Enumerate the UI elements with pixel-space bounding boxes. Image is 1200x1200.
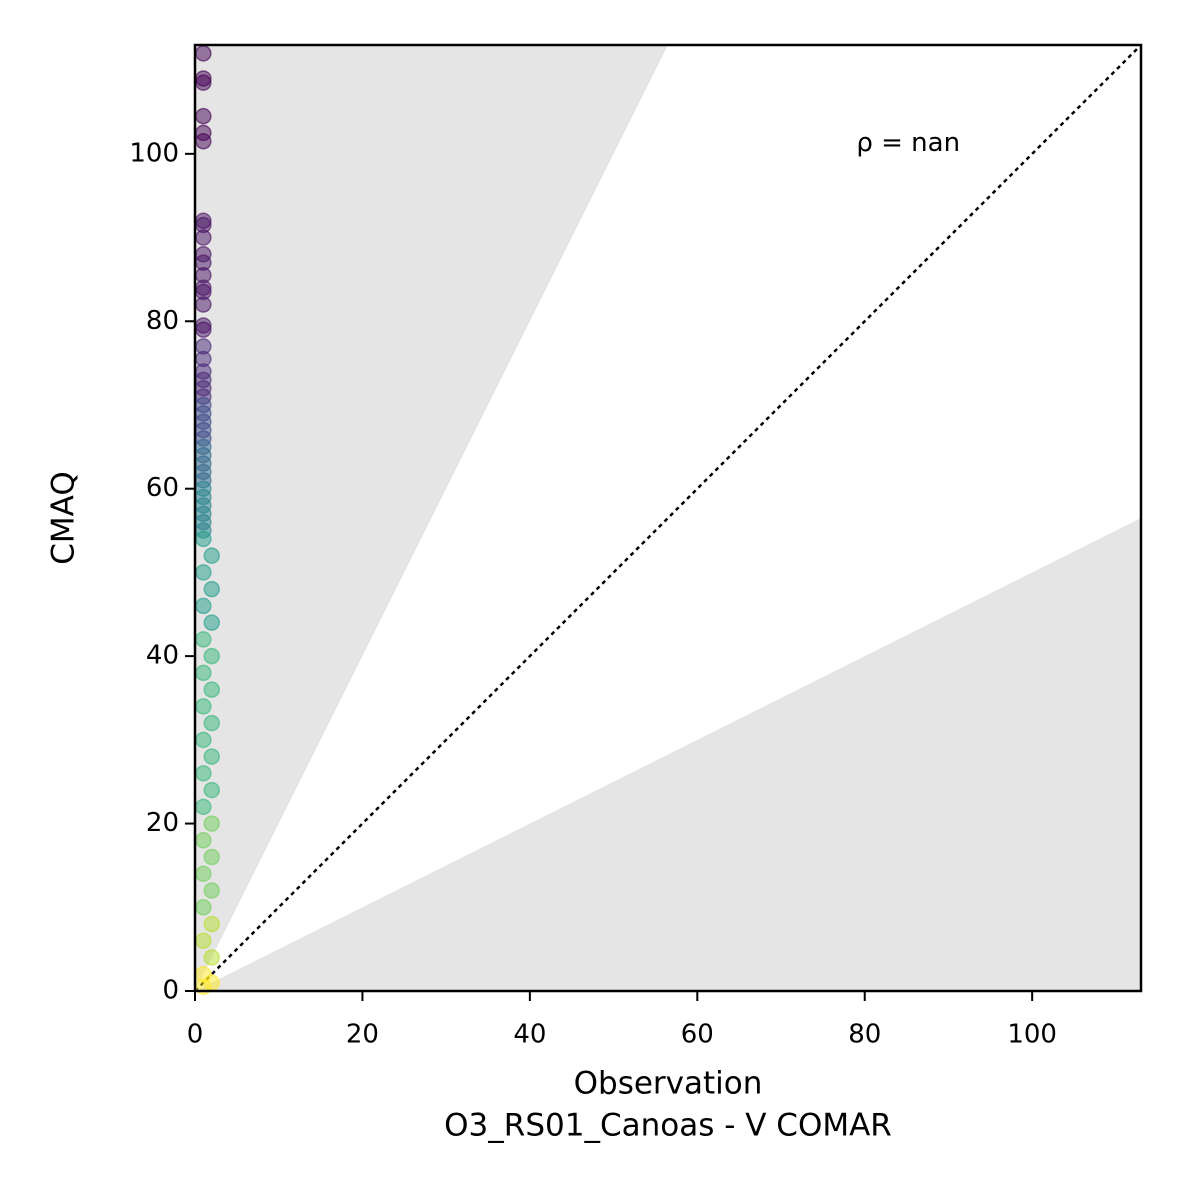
x-tick-label: 80 — [848, 1020, 881, 1050]
point — [195, 899, 212, 916]
point — [203, 681, 220, 698]
y-tick-label: 80 — [146, 306, 179, 336]
point — [195, 932, 212, 950]
y-tick-label: 20 — [146, 808, 179, 838]
point — [195, 45, 212, 62]
x-tick-label: 0 — [187, 1020, 204, 1050]
annotation: ρ = nan — [856, 128, 960, 158]
x-tick-label: 60 — [681, 1020, 714, 1050]
y-tick-label: 40 — [146, 641, 179, 671]
point — [195, 321, 212, 338]
x-tick-label: 100 — [1007, 1020, 1057, 1050]
y-tick-label: 60 — [146, 473, 179, 503]
point — [195, 631, 212, 648]
point — [195, 296, 212, 313]
point — [195, 865, 212, 883]
shade-upper — [195, 45, 668, 991]
x-axis-label: O3_RS01_Canoas - V COMAR — [444, 1108, 892, 1144]
point — [195, 564, 212, 581]
x-tick-label: 40 — [513, 1020, 546, 1050]
point — [195, 597, 212, 615]
x-tick-label: 20 — [346, 1020, 379, 1050]
point — [203, 547, 220, 564]
point — [195, 765, 212, 782]
point — [195, 798, 212, 816]
point — [203, 882, 220, 899]
point — [195, 698, 212, 715]
y-axis-label: CMAQ — [46, 471, 82, 564]
point — [203, 614, 220, 631]
point — [203, 580, 220, 598]
point — [195, 832, 212, 849]
point — [195, 74, 212, 91]
point — [195, 107, 212, 125]
shade-lower — [195, 518, 1141, 991]
y-tick-label: 0 — [162, 976, 179, 1006]
point — [203, 815, 220, 832]
point — [203, 714, 220, 732]
plot-frame — [193, 43, 1143, 993]
point — [203, 748, 220, 765]
x-axis-label: Observation — [574, 1066, 763, 1102]
point — [203, 647, 220, 665]
point — [195, 229, 212, 246]
y-tick-label: 100 — [129, 138, 179, 168]
point — [195, 664, 212, 682]
point — [203, 781, 220, 799]
point — [203, 949, 220, 966]
point — [195, 530, 212, 548]
point — [195, 731, 212, 749]
one-to-one-line — [194, 44, 1142, 992]
point — [203, 915, 220, 933]
point — [203, 848, 220, 866]
point — [195, 133, 212, 150]
